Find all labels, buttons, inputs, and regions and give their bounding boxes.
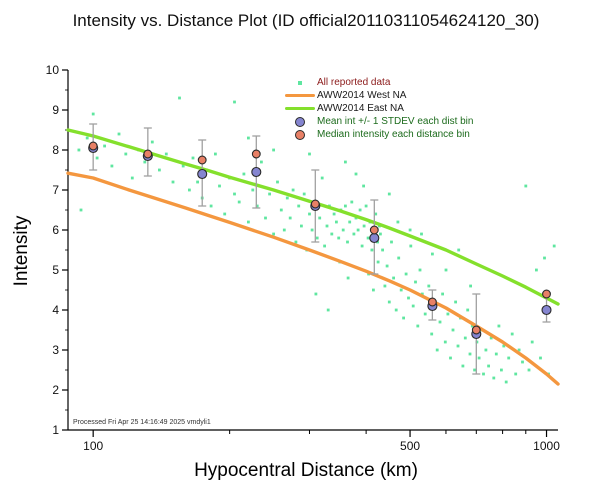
svg-text:500: 500 [400,439,420,453]
west-line-icon [283,93,317,98]
svg-text:100: 100 [83,439,103,453]
tick-labels: 1 2 3 4 5 6 7 8 9 10 100 500 1000 [46,63,561,453]
svg-text:7: 7 [52,183,59,197]
east-line-icon [283,106,317,111]
legend-item: Mean int +/- 1 STDEV each dist bin [283,115,473,128]
processed-timestamp: Processed Fri Apr 25 14:16:49 2025 vmdyl… [73,419,211,426]
legend-item-label: Median intensity each distance bin [317,129,470,140]
error-bars [89,123,551,375]
scatter-dot-icon [283,80,317,85]
svg-text:6: 6 [52,223,59,237]
legend-item-label: All reported data [317,77,391,88]
median-markers [88,141,551,335]
svg-text:4: 4 [52,303,59,317]
svg-text:5: 5 [52,263,59,277]
east-na-curve [66,128,560,306]
legend-item: All reported data [283,76,473,89]
svg-text:1000: 1000 [533,439,560,453]
svg-text:2: 2 [52,383,59,397]
x-axis-label: Hypocentral Distance (km) [194,460,418,481]
chart-title: Intensity vs. Distance Plot (ID official… [72,11,540,30]
legend-item-label: Mean int +/- 1 STDEV each dist bin [317,116,474,127]
legend-item: AWW2014 East NA [283,102,473,115]
legend-item-label: AWW2014 East NA [317,103,404,114]
mean-markers [88,142,552,340]
svg-text:3: 3 [52,343,59,357]
legend-item: Median intensity each distance bin [283,128,473,141]
west-na-curve [66,171,560,386]
svg-text:9: 9 [52,103,59,117]
legend-item: AWW2014 West NA [283,89,473,102]
legend: All reported data AWW2014 West NA AWW2014 … [283,76,473,141]
median-circle-icon [283,129,317,140]
svg-text:10: 10 [46,63,60,77]
y-axis-label: Intensity [11,215,32,287]
svg-text:1: 1 [52,423,59,437]
mean-circle-icon [283,116,317,127]
legend-item-label: AWW2014 West NA [317,90,407,101]
svg-text:8: 8 [52,143,59,157]
